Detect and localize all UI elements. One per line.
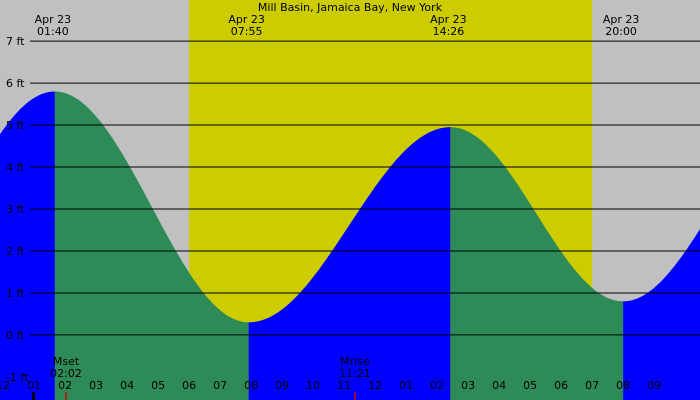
y-tick-label: 7 ft (6, 35, 25, 48)
x-tick-label: 03 (89, 379, 103, 392)
y-tick-label: 6 ft (6, 77, 25, 90)
x-axis-labels: 12 01 02 03 04 05 06 07 08 09 10 11 12 01 02 03 04 05 06 07… (0, 379, 661, 400)
midnight-marker (32, 392, 35, 400)
extreme-date-label: Apr 23 (228, 13, 265, 26)
rising-tide-area (623, 229, 700, 400)
y-tick-label: 0 ft (6, 329, 25, 342)
moon-event-time: 02:02 (50, 367, 82, 380)
chart-title: Mill Basin, Jamaica Bay, New York (258, 1, 443, 14)
x-tick-label: 06 (182, 379, 196, 392)
grid-lines (30, 40, 700, 336)
extreme-time-label: 07:55 (231, 25, 263, 38)
falling-tide-area (450, 127, 624, 400)
extreme-date-label: Apr 23 (430, 13, 467, 26)
rising-tide-area (0, 91, 55, 400)
x-tick-label: 10 (306, 379, 320, 392)
y-tick-label: -1 ft (6, 371, 29, 384)
x-tick-label: 07 (213, 379, 227, 392)
y-tick-label: 1 ft (6, 287, 25, 300)
rising-tide-area (248, 127, 451, 400)
x-tick-label: 04 (492, 379, 506, 392)
moon-event-name: Mrise (340, 355, 370, 368)
x-tick-label: 01 (27, 379, 41, 392)
x-tick-label: 12 (368, 379, 382, 392)
extreme-time-label: 14:26 (433, 25, 465, 38)
extreme-date-label: Apr 23 (603, 13, 640, 26)
x-tick-label: 12 (0, 379, 10, 392)
x-tick-label: 02 (430, 379, 444, 392)
moon-event-name: Mset (53, 355, 80, 368)
extreme-time-label: 01:40 (37, 25, 69, 38)
x-tick-label: 07 (585, 379, 599, 392)
y-tick-label: 2 ft (6, 245, 25, 258)
x-tick-label: 09 (647, 379, 661, 392)
extreme-time-label: 20:00 (605, 25, 637, 38)
extreme-date-label: Apr 23 (35, 13, 72, 26)
x-tick-label: 11 (337, 379, 351, 392)
tide-areas (0, 91, 700, 400)
x-tick-label: 05 (523, 379, 537, 392)
x-tick-label: 09 (275, 379, 289, 392)
x-tick-label: 01 (399, 379, 413, 392)
x-tick-label: 08 (616, 379, 630, 392)
y-tick-label: 3 ft (6, 203, 25, 216)
x-tick-label: 05 (151, 379, 165, 392)
y-axis-labels: 7 ft 6 ft 5 ft 4 ft 3 ft 2 ft 1 ft 0 ft -1 ft (6, 35, 29, 384)
y-tick-label: 4 ft (6, 161, 25, 174)
x-tick-label: 04 (120, 379, 134, 392)
x-tick-label: 02 (58, 379, 72, 392)
x-tick-label: 03 (461, 379, 475, 392)
x-tick-label: 08 (244, 379, 258, 392)
falling-tide-area (54, 91, 249, 400)
y-tick-label: 5 ft (6, 119, 25, 132)
moon-event-time: 11:21 (339, 367, 371, 380)
x-tick-label: 06 (554, 379, 568, 392)
